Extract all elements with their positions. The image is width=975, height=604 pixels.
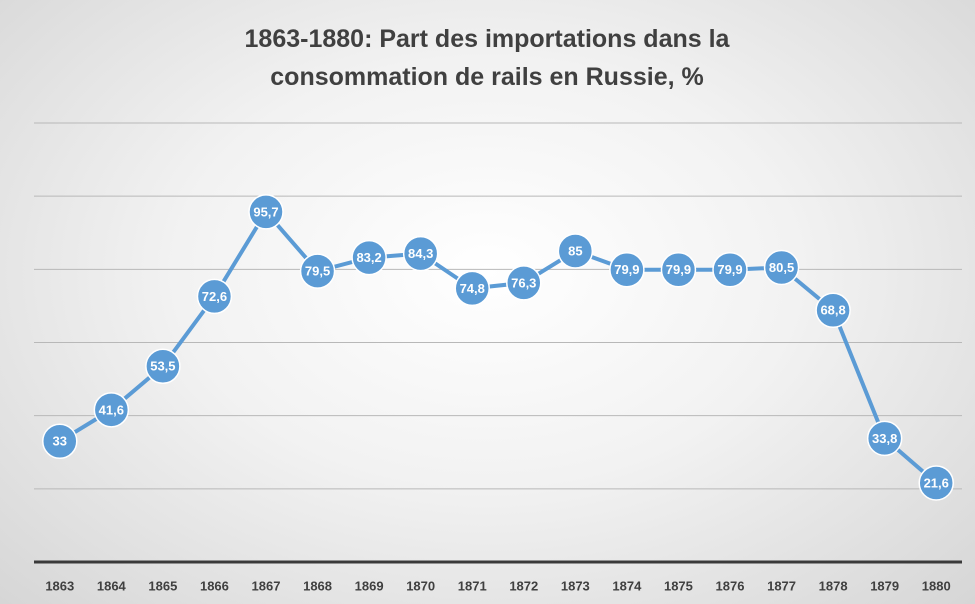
data-label: 79,9 [666,262,691,277]
point-marker [660,251,697,288]
point-marker [506,265,542,301]
point-marker [712,251,748,288]
data-label: 79,5 [305,264,330,279]
data-label: 80,5 [769,260,794,275]
x-tick-label: 1869 [355,578,384,593]
point-marker [248,194,284,230]
data-label: 79,9 [717,262,742,277]
x-tick-label: 1876 [716,578,745,593]
x-tick-label: 1877 [767,578,796,593]
point-marker [557,233,594,269]
chart-title: 1863-1880: Part des importations dans la… [244,25,730,91]
x-tick-label: 1873 [561,578,590,593]
data-label: 79,9 [614,262,639,277]
data-label: 84,3 [408,246,433,261]
data-label: 33 [53,434,67,449]
point-marker [402,235,439,272]
point-marker [763,249,800,286]
data-label: 74,8 [460,281,485,296]
data-label: 76,3 [511,275,536,290]
x-tick-label: 1872 [509,578,538,593]
point-marker [609,251,645,288]
point-marker [454,270,490,307]
x-tick-label: 1866 [200,578,229,593]
data-label: 21,6 [924,475,949,490]
data-label: 83,2 [356,250,381,265]
x-tick-label: 1867 [252,578,281,593]
point-marker [196,278,233,315]
x-tick-label: 1868 [303,578,332,593]
x-tick-label: 1880 [922,578,951,593]
x-tick-label: 1879 [870,578,899,593]
x-tick-label: 1863 [45,578,74,593]
x-tick-label: 1875 [664,578,693,593]
x-tick-label: 1870 [406,578,435,593]
point-marker [351,239,387,276]
data-label: 53,5 [150,359,175,374]
series-line [58,208,938,485]
x-tick-label: 1878 [819,578,848,593]
point-marker [299,253,336,289]
point-marker [918,465,954,501]
data-label: 85 [568,243,582,258]
x-tick-label: 1874 [612,578,642,593]
point-marker [42,423,78,460]
x-tick-label: 1865 [148,578,177,593]
data-label: 72,6 [202,289,227,304]
data-label: 33,8 [872,431,897,446]
data-label: 68,8 [820,303,845,318]
point-marker [815,292,851,329]
point-marker [145,348,181,385]
data-label: 95,7 [253,204,278,219]
point-marker [93,392,130,428]
x-tick-label: 1864 [97,578,127,593]
x-tick-label: 1871 [458,578,487,593]
data-label: 41,6 [99,402,124,417]
point-marker [866,420,903,457]
